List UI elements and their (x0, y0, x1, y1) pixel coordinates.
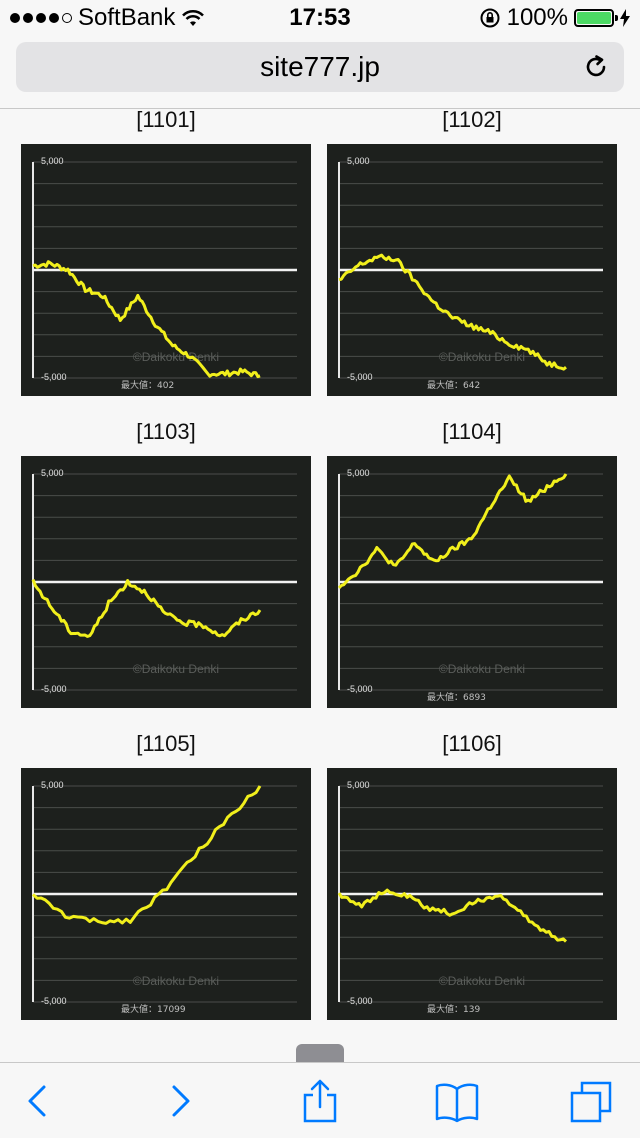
graph-cell-1106: [1106] (327, 733, 617, 757)
slump-graph-1102[interactable]: 5,000 -5,000 ©Daikoku Denki 最大値：642 (327, 144, 617, 396)
page-content[interactable]: [1101] 5,000 -5,000 ©Daikoku Denki 最大値：402 … (0, 109, 640, 1061)
reload-icon[interactable] (582, 53, 610, 81)
max-value-label: 最大値：6893 (427, 691, 486, 703)
max-value-label: 最大値：642 (427, 379, 480, 391)
y-top-label: 5,000 (41, 156, 64, 166)
graph-title: [1101] (136, 109, 196, 132)
watermark: ©Daikoku Denki (133, 974, 219, 988)
forward-icon[interactable] (156, 1077, 204, 1125)
graph-title: [1102] (442, 109, 502, 132)
graph-cell-1105: [1105] (21, 733, 311, 757)
max-value-label: 最大値：402 (121, 379, 174, 391)
series-line (337, 888, 568, 943)
series-line (31, 785, 262, 925)
y-top-label: 5,000 (41, 468, 64, 478)
graph-title: [1104] (442, 419, 502, 444)
y-bottom-label: -5,000 (41, 996, 67, 1006)
y-top-label: 5,000 (347, 780, 370, 790)
share-icon[interactable] (296, 1077, 344, 1125)
status-time: 17:53 (289, 4, 351, 31)
slump-graph-1101[interactable]: 5,000 -5,000 ©Daikoku Denki 最大値：402 (21, 144, 311, 396)
status-right: 100% (479, 0, 630, 36)
charging-icon (620, 9, 630, 27)
watermark: ©Daikoku Denki (133, 662, 219, 676)
address-bar[interactable]: site777.jp (16, 42, 624, 92)
rotation-lock-icon (480, 8, 500, 28)
watermark: ©Daikoku Denki (439, 662, 525, 676)
bookmarks-icon[interactable] (433, 1077, 481, 1125)
browser-toolbar (0, 1062, 640, 1138)
battery-percent: 100% (506, 4, 568, 31)
graph-svg: 5,000 -5,000 ©Daikoku Denki 最大値：642 (338, 156, 603, 391)
y-top-label: 5,000 (347, 468, 370, 478)
max-value-label: 最大値：17099 (121, 1003, 186, 1015)
y-bottom-label: -5,000 (347, 684, 373, 694)
max-value-label: 最大値：139 (427, 1003, 480, 1015)
graph-svg: 5,000 -5,000 ©Daikoku Denki 最大値：6893 (337, 468, 603, 703)
scroll-tab[interactable] (296, 1044, 344, 1064)
battery-icon (574, 9, 618, 27)
graph-title: [1105] (136, 731, 196, 756)
graph-svg: 5,000 -5,000 ©Daikoku Denki 最大値：17099 (31, 780, 297, 1015)
graph-title: [1103] (136, 419, 196, 444)
graph-cell-1104: [1104] (327, 421, 617, 445)
graph-cell-1101: [1101] (21, 109, 311, 133)
back-icon[interactable] (14, 1077, 62, 1125)
carrier-name: SoftBank (78, 4, 176, 31)
url-text: site777.jp (260, 51, 380, 82)
series-line (32, 260, 261, 379)
signal-strength-icon (10, 13, 72, 23)
series-line (31, 578, 262, 638)
watermark: ©Daikoku Denki (439, 974, 525, 988)
y-top-label: 5,000 (347, 156, 370, 166)
status-left: SoftBank (10, 0, 205, 36)
watermark: ©Daikoku Denki (439, 350, 525, 364)
nav-divider (0, 108, 640, 109)
graph-svg: 5,000 -5,000 ©Daikoku Denki (31, 468, 297, 694)
graph-title: [1106] (442, 731, 502, 756)
slump-graph-1106[interactable]: 5,000 -5,000 ©Daikoku Denki 最大値：139 (327, 768, 617, 1020)
series-line (338, 253, 567, 371)
status-bar: SoftBank 17:53 100% (0, 0, 640, 36)
tabs-icon[interactable] (568, 1077, 616, 1125)
y-bottom-label: -5,000 (41, 372, 67, 382)
graph-svg: 5,000 -5,000 ©Daikoku Denki 最大値：402 (32, 156, 297, 391)
slump-graph-1105[interactable]: 5,000 -5,000 ©Daikoku Denki 最大値：17099 (21, 768, 311, 1020)
y-bottom-label: -5,000 (41, 684, 67, 694)
slump-graph-1104[interactable]: 5,000 -5,000 ©Daikoku Denki 最大値：6893 (327, 456, 617, 708)
slump-graph-1103[interactable]: 5,000 -5,000 ©Daikoku Denki (21, 456, 311, 708)
y-bottom-label: -5,000 (347, 996, 373, 1006)
graph-cell-1102: [1102] (327, 109, 617, 133)
y-top-label: 5,000 (41, 780, 64, 790)
wifi-icon (182, 10, 205, 26)
series-line (337, 473, 568, 589)
graph-svg: 5,000 -5,000 ©Daikoku Denki 最大値：139 (337, 780, 603, 1015)
y-bottom-label: -5,000 (347, 372, 373, 382)
watermark: ©Daikoku Denki (133, 350, 219, 364)
graph-cell-1103: [1103] (21, 421, 311, 445)
